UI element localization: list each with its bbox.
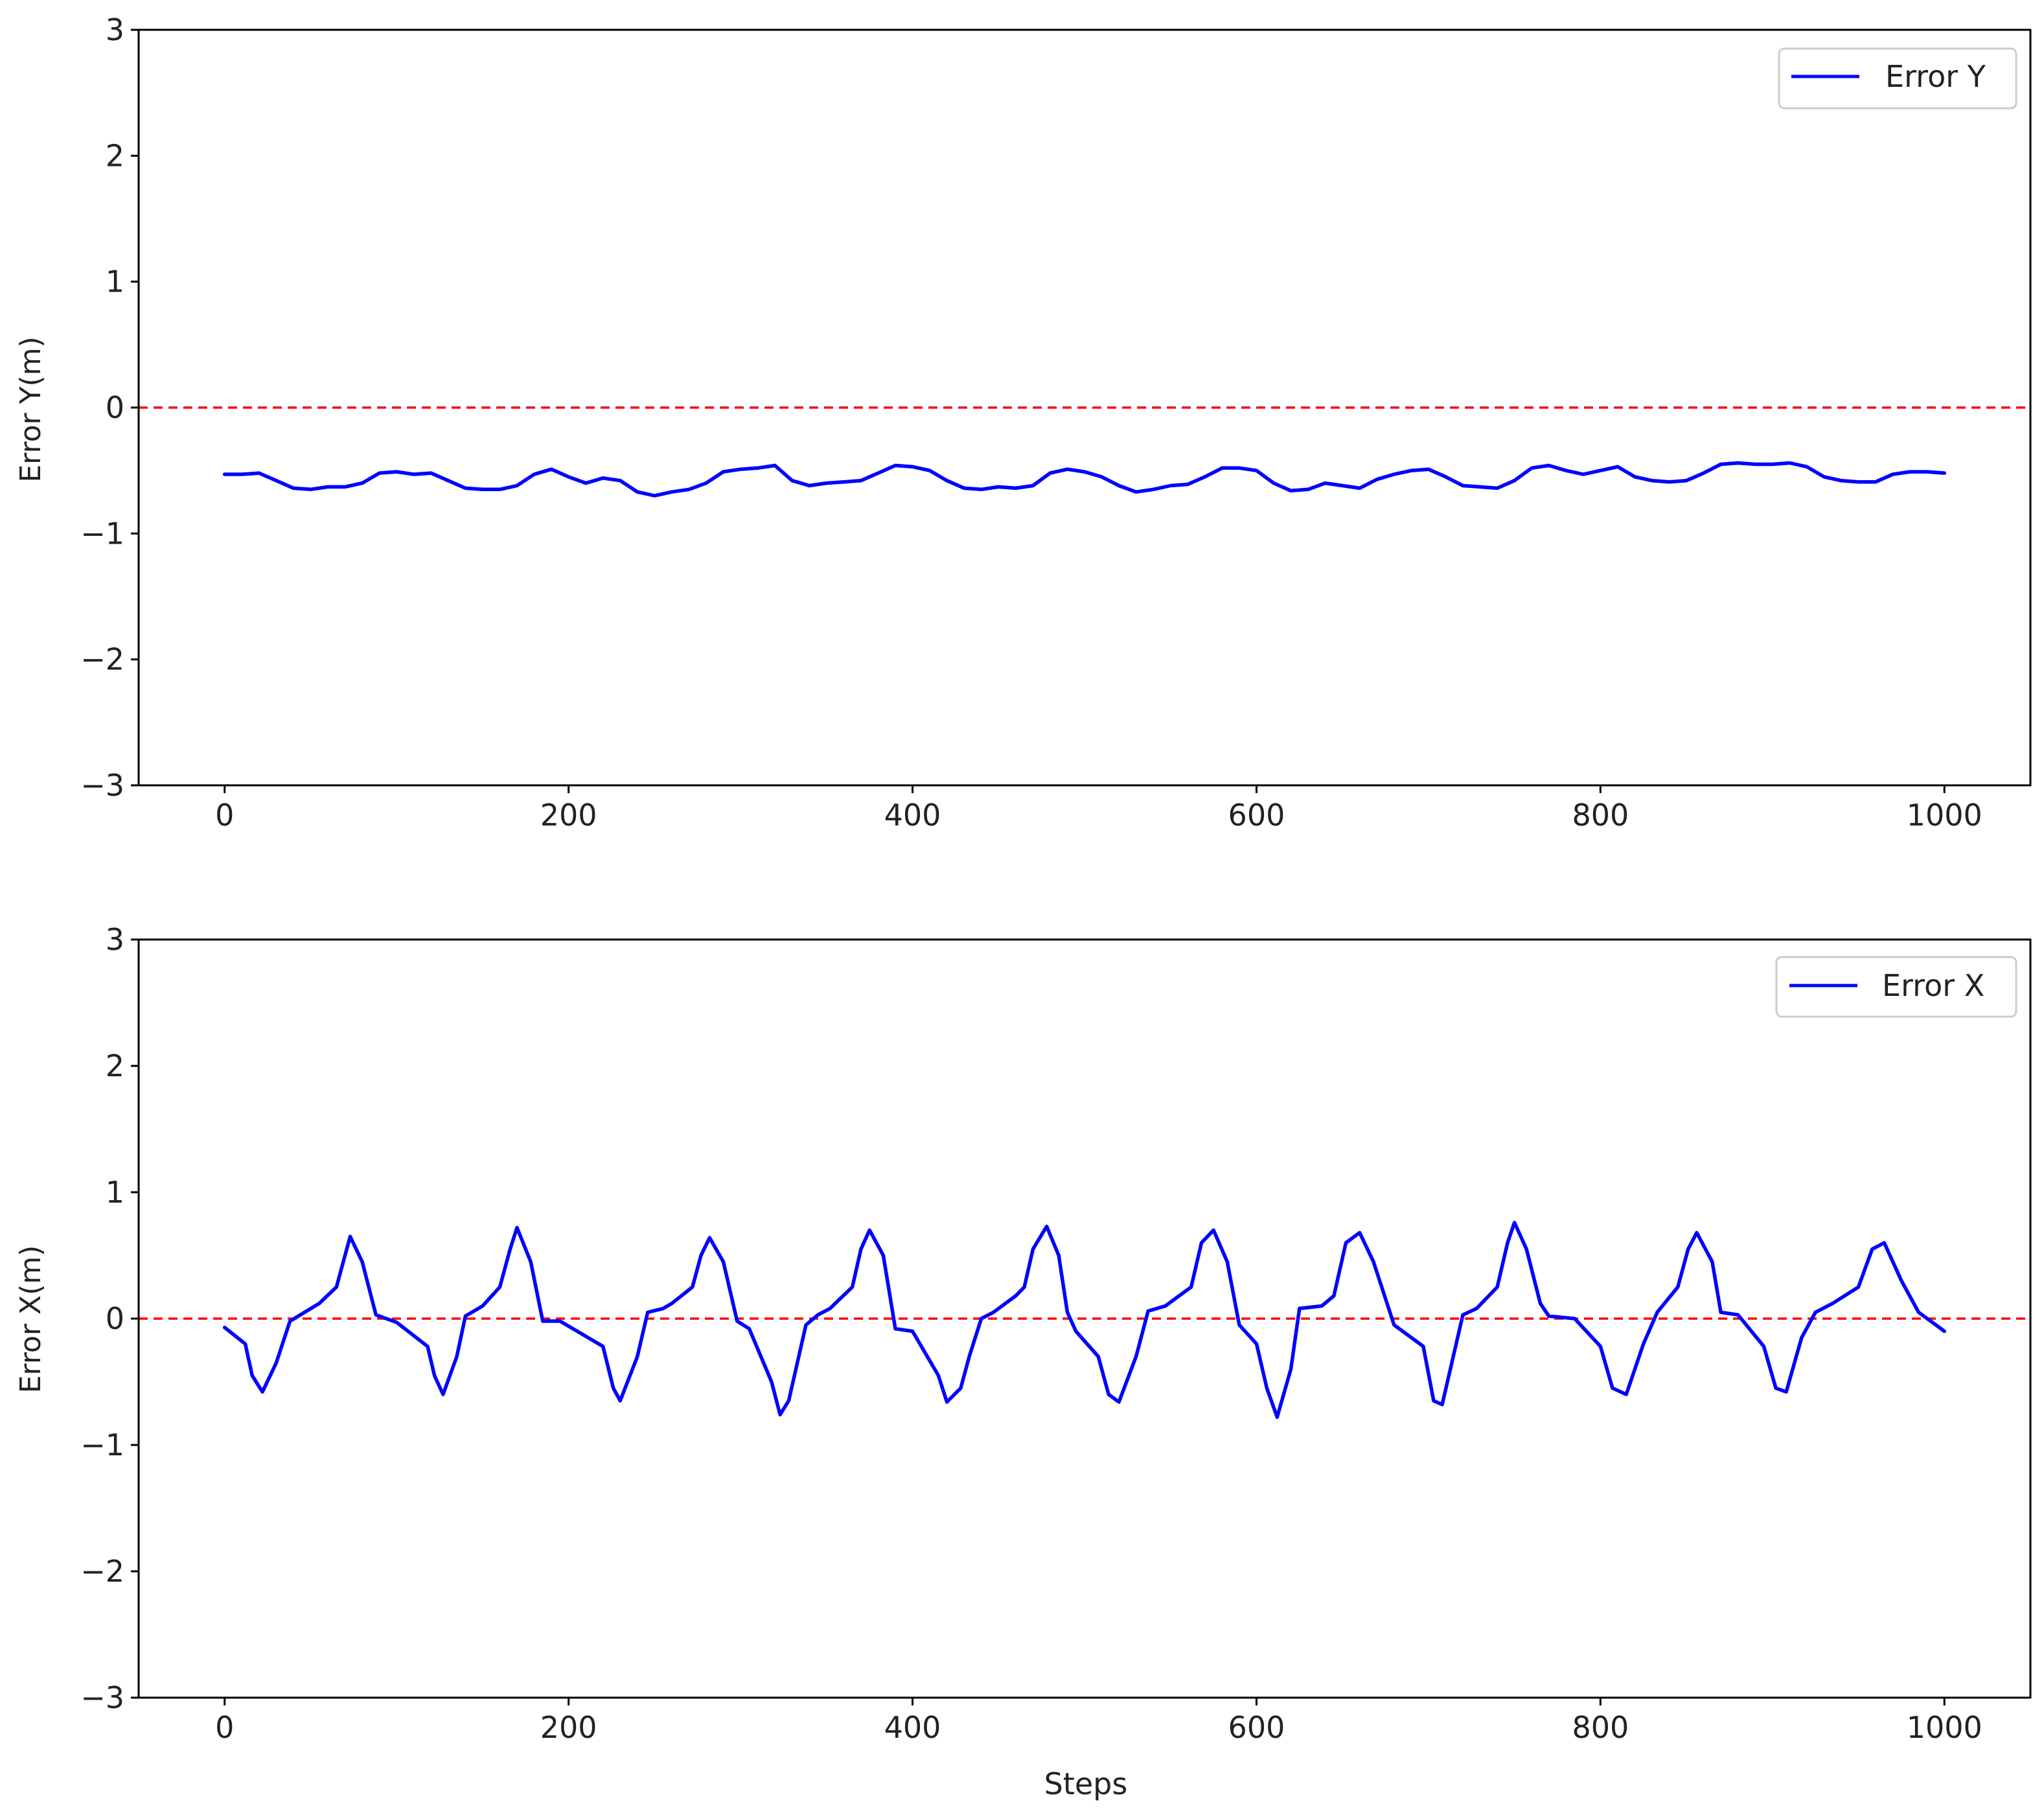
error-x-xtick-label: 1000 xyxy=(1907,1710,1982,1745)
error-x-xtick-label: 800 xyxy=(1572,1710,1629,1745)
error-y-xtick-label: 800 xyxy=(1572,798,1629,833)
error-y-ytick-label: −3 xyxy=(80,768,124,803)
error-y-ytick-label: −1 xyxy=(80,516,124,551)
error-x-xtick-label: 600 xyxy=(1228,1710,1285,1745)
error-y-series-line xyxy=(222,461,1947,498)
error-y-ylabel: Error Y(m) xyxy=(14,336,47,482)
error-x-ytick-label: 1 xyxy=(106,1175,124,1210)
error-y-ytick-label: 2 xyxy=(106,138,124,173)
error-x-ytick-label: 2 xyxy=(106,1048,124,1083)
error-y-ytick-label: 1 xyxy=(106,264,124,299)
error-y-xtick-label: 1000 xyxy=(1907,798,1982,833)
error-x-ytick-label: −3 xyxy=(80,1680,124,1715)
error-x-legend-frame xyxy=(1775,956,2017,1018)
error-y-legend-frame xyxy=(1778,47,2017,110)
error-y-legend-label: Error Y xyxy=(1885,59,1986,94)
error-y-panel: Error Y(m) 0 200 400 600 800 1000 −3 −2 −1 0 1 2 3 E… xyxy=(14,12,2032,833)
error-x-legend-label: Error X xyxy=(1882,968,1984,1003)
error-x-ytick-label: 0 xyxy=(106,1301,124,1336)
error-x-xtick-label: 200 xyxy=(540,1710,597,1745)
error-x-ylabel: Error X(m) xyxy=(14,1245,47,1394)
error-x-xtick-label: 400 xyxy=(884,1710,941,1745)
error-y-ytick-label: 0 xyxy=(106,390,124,425)
error-x-xtick-label: 0 xyxy=(215,1710,234,1745)
error-x-xlabel: Steps xyxy=(1044,1766,1128,1801)
error-y-xtick-label: 600 xyxy=(1228,798,1285,833)
error-x-legend: Error X xyxy=(1775,956,2017,1018)
error-x-series-line xyxy=(222,1221,1947,1419)
error-x-ytick-label: −1 xyxy=(80,1427,124,1462)
error-y-legend: Error Y xyxy=(1778,47,2017,110)
error-y-xtick-label: 0 xyxy=(215,798,234,833)
error-y-ytick-label: −2 xyxy=(80,642,124,677)
error-x-ytick-label: −2 xyxy=(80,1554,124,1589)
error-y-ytick-label: 3 xyxy=(106,12,124,47)
error-x-panel: Error X(m) Steps 0 200 400 600 800 1000 −3 −2 −1… xyxy=(14,922,2032,1801)
error-y-xtick-label: 200 xyxy=(540,798,597,833)
error-y-xtick-label: 400 xyxy=(884,798,941,833)
error-x-ytick-label: 3 xyxy=(106,922,124,957)
